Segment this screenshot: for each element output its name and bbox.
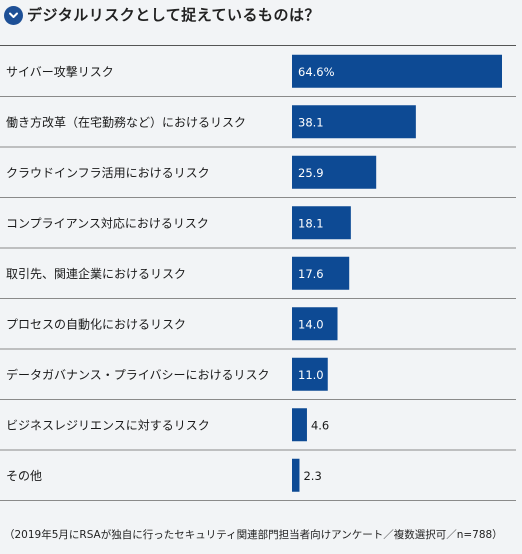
top-divider (0, 45, 516, 46)
bar (292, 256, 350, 290)
bar (292, 408, 307, 442)
value-label: 18.1 (298, 216, 324, 230)
value-label: 11.0 (298, 368, 324, 382)
category-label: クラウドインフラ活用におけるリスク (6, 166, 210, 180)
chart-title: デジタルリスクとして捉えているものは？ (27, 6, 321, 24)
source-note: （2019年5月にRSAが独自に行ったセキュリティ関連部門担当者向けアンケート／… (4, 529, 503, 541)
category-label: プロセスの自動化におけるリスク (6, 317, 186, 331)
category-label: データガバナンス・プライバシーにおけるリスク (6, 367, 270, 382)
value-label: 64.6% (298, 65, 335, 79)
category-label: その他 (6, 469, 42, 483)
value-label: 38.1 (298, 115, 324, 129)
category-label: コンプライアンス対応におけるリスク (6, 216, 209, 230)
bar (292, 155, 377, 189)
bar (292, 307, 338, 341)
value-label: 25.9 (298, 166, 324, 180)
category-label: サイバー攻撃リスク (6, 64, 114, 79)
bar (292, 357, 328, 391)
category-label: 働き方改革（在宅勤務など）におけるリスク (6, 114, 246, 129)
bar (292, 458, 300, 492)
bar (292, 206, 351, 240)
chart-header: デジタルリスクとして捉えているものは？ (0, 0, 522, 32)
category-label: ビジネスレジリエンスに対するリスク (6, 418, 210, 432)
category-label: 取引先、関連企業におけるリスク (6, 266, 186, 281)
bar (292, 54, 502, 88)
chevron-down-icon (4, 6, 23, 25)
bar (292, 105, 416, 139)
value-label: 14.0 (298, 317, 324, 331)
value-label: 4.6 (311, 418, 329, 432)
value-label: 17.6 (298, 267, 324, 281)
value-label: 2.3 (303, 469, 321, 483)
